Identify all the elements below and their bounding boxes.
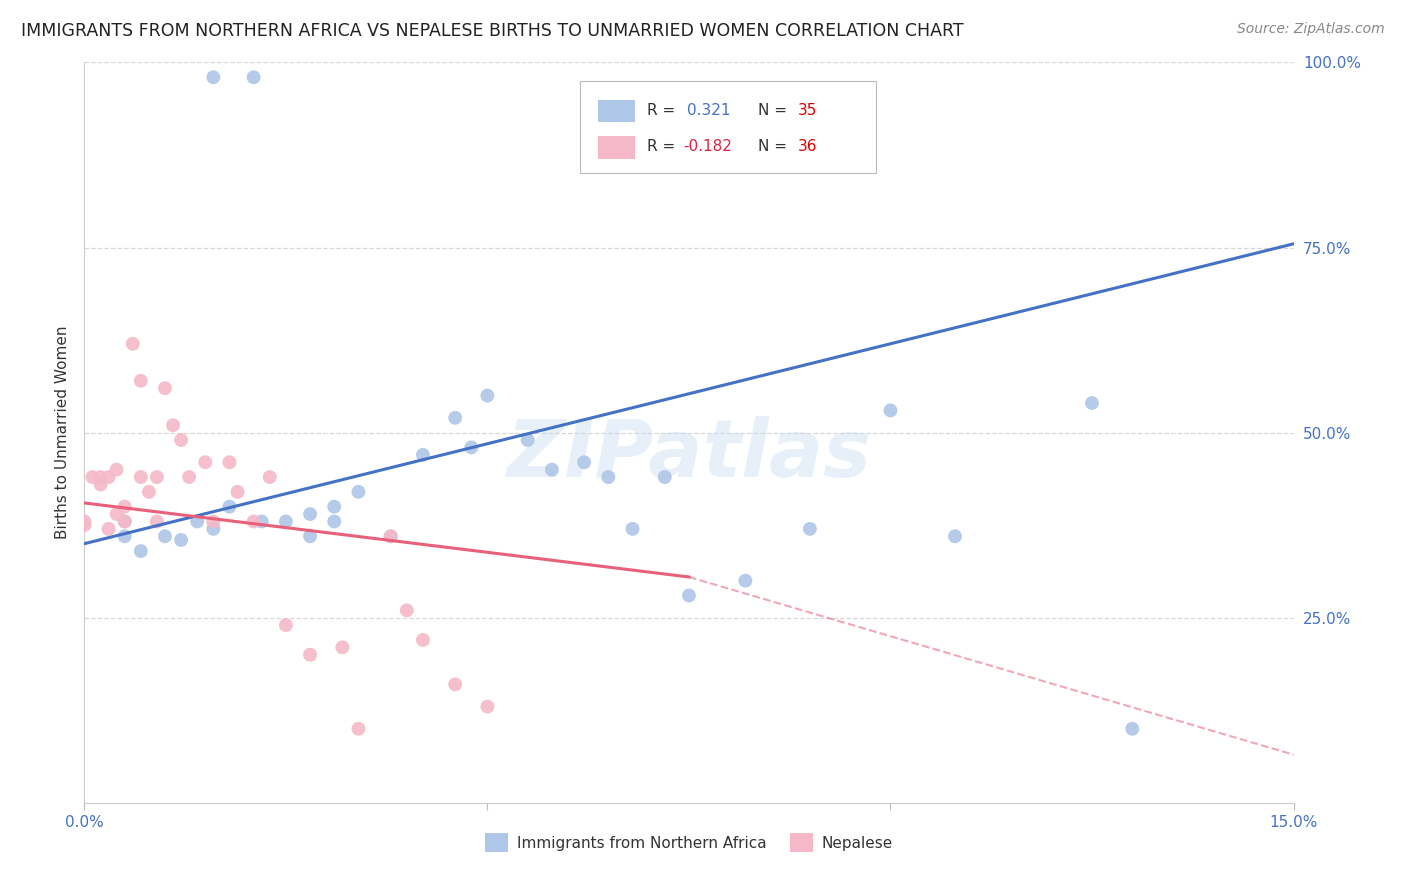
Point bbox=[153, 529, 176, 543]
Point bbox=[129, 374, 152, 388]
Text: 0.321: 0.321 bbox=[686, 103, 730, 118]
Point bbox=[129, 544, 152, 558]
Point bbox=[654, 470, 676, 484]
Point bbox=[380, 529, 402, 543]
Point bbox=[1081, 396, 1104, 410]
Text: N =: N = bbox=[758, 139, 792, 154]
Point bbox=[1121, 722, 1143, 736]
Point bbox=[412, 448, 434, 462]
Point bbox=[347, 722, 370, 736]
Point bbox=[146, 470, 169, 484]
Point bbox=[89, 470, 111, 484]
Text: Source: ZipAtlas.com: Source: ZipAtlas.com bbox=[1237, 22, 1385, 37]
Point bbox=[299, 529, 322, 543]
Point bbox=[105, 462, 128, 476]
Point bbox=[121, 336, 143, 351]
Text: R =: R = bbox=[647, 103, 679, 118]
Point bbox=[598, 470, 620, 484]
Point bbox=[242, 515, 264, 529]
Point bbox=[138, 484, 160, 499]
Point bbox=[395, 603, 418, 617]
Point bbox=[202, 522, 225, 536]
Point bbox=[114, 515, 136, 529]
Point bbox=[259, 470, 281, 484]
Point bbox=[299, 648, 322, 662]
Point bbox=[89, 477, 111, 491]
Point bbox=[347, 484, 370, 499]
Text: IMMIGRANTS FROM NORTHERN AFRICA VS NEPALESE BIRTHS TO UNMARRIED WOMEN CORRELATIO: IMMIGRANTS FROM NORTHERN AFRICA VS NEPAL… bbox=[21, 22, 963, 40]
Point bbox=[114, 515, 136, 529]
Point bbox=[572, 455, 595, 469]
Point bbox=[799, 522, 821, 536]
Text: -0.182: -0.182 bbox=[683, 139, 731, 154]
Point bbox=[82, 470, 104, 484]
Point bbox=[274, 618, 297, 632]
Point bbox=[274, 515, 297, 529]
Point bbox=[516, 433, 538, 447]
Point bbox=[444, 677, 467, 691]
Point bbox=[170, 533, 193, 547]
FancyBboxPatch shape bbox=[599, 136, 634, 159]
Legend: Immigrants from Northern Africa, Nepalese: Immigrants from Northern Africa, Nepales… bbox=[479, 827, 898, 858]
Point bbox=[678, 589, 700, 603]
Point bbox=[162, 418, 184, 433]
FancyBboxPatch shape bbox=[599, 100, 634, 122]
Point bbox=[541, 462, 564, 476]
Point bbox=[153, 381, 176, 395]
Point bbox=[477, 388, 499, 402]
Point bbox=[412, 632, 434, 647]
Point bbox=[943, 529, 966, 543]
Text: N =: N = bbox=[758, 103, 792, 118]
FancyBboxPatch shape bbox=[581, 81, 876, 173]
Point bbox=[186, 515, 208, 529]
Point bbox=[226, 484, 249, 499]
Point bbox=[202, 515, 225, 529]
Text: R =: R = bbox=[647, 139, 679, 154]
Point bbox=[194, 455, 217, 469]
Point bbox=[444, 410, 467, 425]
Point bbox=[734, 574, 756, 588]
Point bbox=[97, 470, 120, 484]
Point bbox=[299, 507, 322, 521]
Point bbox=[460, 441, 482, 455]
Point bbox=[879, 403, 901, 417]
Point bbox=[97, 522, 120, 536]
Point bbox=[114, 529, 136, 543]
Point bbox=[218, 500, 240, 514]
Point bbox=[218, 455, 240, 469]
Point bbox=[73, 515, 96, 529]
Point bbox=[179, 470, 201, 484]
Point bbox=[380, 529, 402, 543]
Point bbox=[621, 522, 644, 536]
Point bbox=[330, 640, 353, 655]
Point bbox=[250, 515, 273, 529]
Point bbox=[114, 500, 136, 514]
Point bbox=[105, 507, 128, 521]
Point bbox=[129, 470, 152, 484]
Text: ZIPatlas: ZIPatlas bbox=[506, 416, 872, 494]
Point bbox=[202, 70, 225, 85]
Point bbox=[146, 515, 169, 529]
Point bbox=[170, 433, 193, 447]
Point bbox=[73, 518, 96, 533]
Text: 35: 35 bbox=[797, 103, 817, 118]
Point bbox=[323, 500, 346, 514]
Point bbox=[242, 70, 264, 85]
Point bbox=[477, 699, 499, 714]
Point bbox=[323, 515, 346, 529]
Text: 36: 36 bbox=[797, 139, 817, 154]
Y-axis label: Births to Unmarried Women: Births to Unmarried Women bbox=[55, 326, 70, 540]
